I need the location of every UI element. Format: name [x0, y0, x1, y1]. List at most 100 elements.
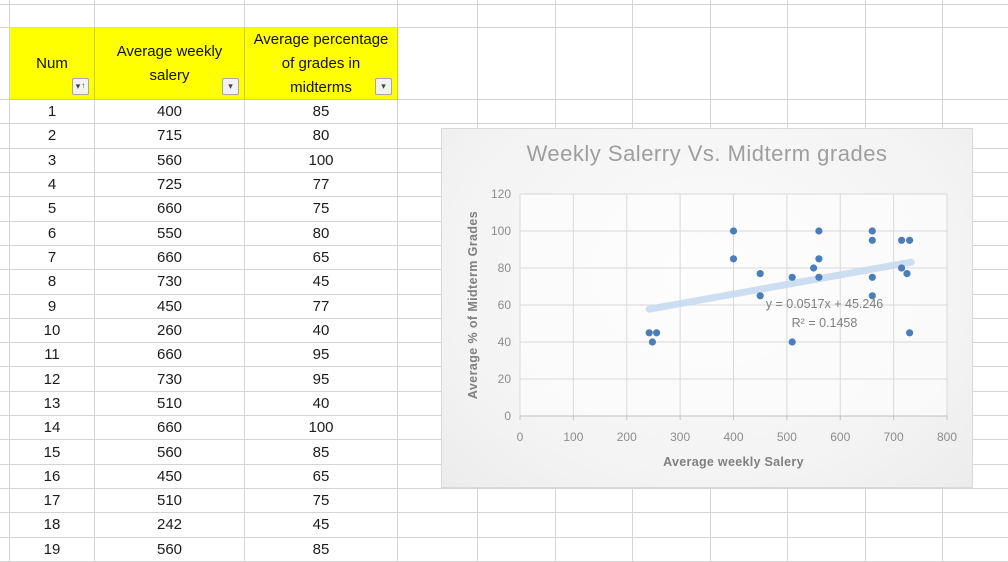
grid-cell[interactable] [943, 295, 1008, 319]
data-cell[interactable]: 14 [10, 416, 95, 441]
scatter-point[interactable] [788, 338, 796, 346]
grid-cell[interactable] [943, 513, 1008, 538]
grid-cell[interactable] [943, 222, 1008, 246]
data-cell[interactable]: 11 [10, 343, 95, 368]
grid-cell[interactable] [398, 100, 478, 125]
data-cell[interactable]: 660 [95, 416, 245, 441]
grid-cell[interactable] [0, 294, 10, 319]
data-cell[interactable]: 19 [10, 537, 95, 562]
grid-cell[interactable] [788, 28, 866, 100]
data-cell[interactable]: 10 [10, 318, 95, 344]
grid-cell[interactable] [478, 489, 556, 514]
grid-cell[interactable] [633, 5, 711, 28]
grid-cell[interactable] [398, 28, 478, 100]
grid-cell[interactable] [943, 246, 1008, 271]
scatter-point[interactable] [898, 236, 906, 244]
grid-cell[interactable] [710, 537, 788, 562]
data-cell[interactable]: 65 [245, 245, 398, 271]
data-cell[interactable]: 16 [10, 464, 95, 489]
column-header-salary[interactable]: Average weekly salery ▾ [95, 28, 245, 100]
grid-cell[interactable] [943, 270, 1008, 295]
grid-cell[interactable] [398, 5, 478, 28]
grid-cell[interactable] [633, 0, 711, 5]
grid-cell[interactable] [398, 537, 478, 562]
grid-cell[interactable] [245, 0, 398, 5]
grid-cell[interactable] [398, 489, 478, 514]
grid-cell[interactable] [555, 513, 633, 538]
data-cell[interactable]: 18 [10, 513, 95, 538]
scatter-point[interactable] [729, 255, 738, 263]
grid-cell[interactable] [398, 513, 478, 538]
scatter-point[interactable] [815, 255, 823, 263]
scatter-point[interactable] [653, 329, 661, 337]
data-cell[interactable]: 715 [95, 124, 245, 149]
data-cell[interactable]: 7 [10, 245, 95, 271]
grid-cell[interactable] [0, 489, 10, 514]
data-cell[interactable]: 77 [245, 294, 398, 319]
grid-cell[interactable] [0, 537, 10, 562]
scatter-point[interactable] [903, 270, 911, 278]
grid-cell[interactable] [0, 148, 10, 173]
grid-cell[interactable] [943, 173, 1008, 198]
grid-cell[interactable] [943, 367, 1008, 392]
grid-cell[interactable] [633, 28, 711, 100]
grid-cell[interactable] [95, 5, 245, 28]
grid-cell[interactable] [788, 489, 866, 514]
grid-cell[interactable] [0, 172, 10, 198]
scatter-point[interactable] [868, 273, 876, 281]
grid-cell[interactable] [555, 0, 633, 5]
grid-cell[interactable] [788, 537, 866, 562]
grid-cell[interactable] [865, 513, 943, 538]
data-cell[interactable]: 660 [95, 197, 245, 222]
data-cell[interactable]: 75 [245, 197, 398, 222]
data-cell[interactable]: 40 [245, 318, 398, 344]
grid-cell[interactable] [633, 489, 711, 514]
grid-cell[interactable] [710, 100, 788, 125]
data-cell[interactable]: 550 [95, 221, 245, 246]
grid-cell[interactable] [0, 270, 10, 295]
grid-cell[interactable] [788, 513, 866, 538]
data-cell[interactable]: 5 [10, 197, 95, 222]
grid-cell[interactable] [943, 465, 1008, 489]
grid-cell[interactable] [943, 0, 1008, 5]
grid-cell[interactable] [710, 5, 788, 28]
scatter-point[interactable] [906, 329, 914, 337]
scatter-point[interactable] [868, 292, 876, 300]
grid-cell[interactable] [943, 489, 1008, 514]
grid-cell[interactable] [0, 245, 10, 271]
data-cell[interactable]: 450 [95, 464, 245, 489]
data-cell[interactable]: 260 [95, 318, 245, 344]
grid-cell[interactable] [865, 489, 943, 514]
data-cell[interactable]: 95 [245, 343, 398, 368]
data-cell[interactable]: 242 [95, 513, 245, 538]
grid-cell[interactable] [555, 100, 633, 125]
data-cell[interactable]: 75 [245, 489, 398, 514]
data-cell[interactable]: 730 [95, 367, 245, 392]
grid-cell[interactable] [943, 343, 1008, 368]
data-cell[interactable]: 560 [95, 440, 245, 465]
grid-cell[interactable] [943, 197, 1008, 222]
data-cell[interactable]: 450 [95, 294, 245, 319]
grid-cell[interactable] [865, 100, 943, 125]
grid-cell[interactable] [0, 197, 10, 222]
data-cell[interactable]: 17 [10, 489, 95, 514]
grid-cell[interactable] [0, 124, 10, 149]
grid-cell[interactable] [943, 440, 1008, 465]
grid-cell[interactable] [0, 100, 10, 125]
plot-area[interactable] [519, 193, 948, 420]
grid-cell[interactable] [633, 100, 711, 125]
grid-cell[interactable] [95, 0, 245, 5]
filter-dropdown-icon[interactable]: ▾ [222, 78, 239, 95]
data-cell[interactable]: 510 [95, 391, 245, 417]
data-cell[interactable]: 95 [245, 367, 398, 392]
data-cell[interactable]: 560 [95, 148, 245, 173]
grid-cell[interactable] [710, 0, 788, 5]
scatter-chart[interactable]: Weekly Salerry Vs. Midterm grades Averag… [441, 128, 973, 488]
data-cell[interactable]: 6 [10, 221, 95, 246]
data-cell[interactable]: 45 [245, 270, 398, 295]
grid-cell[interactable] [943, 124, 1008, 149]
data-cell[interactable]: 100 [245, 416, 398, 441]
scatter-point[interactable] [756, 270, 764, 278]
data-cell[interactable]: 77 [245, 172, 398, 198]
scatter-point[interactable] [810, 264, 818, 272]
